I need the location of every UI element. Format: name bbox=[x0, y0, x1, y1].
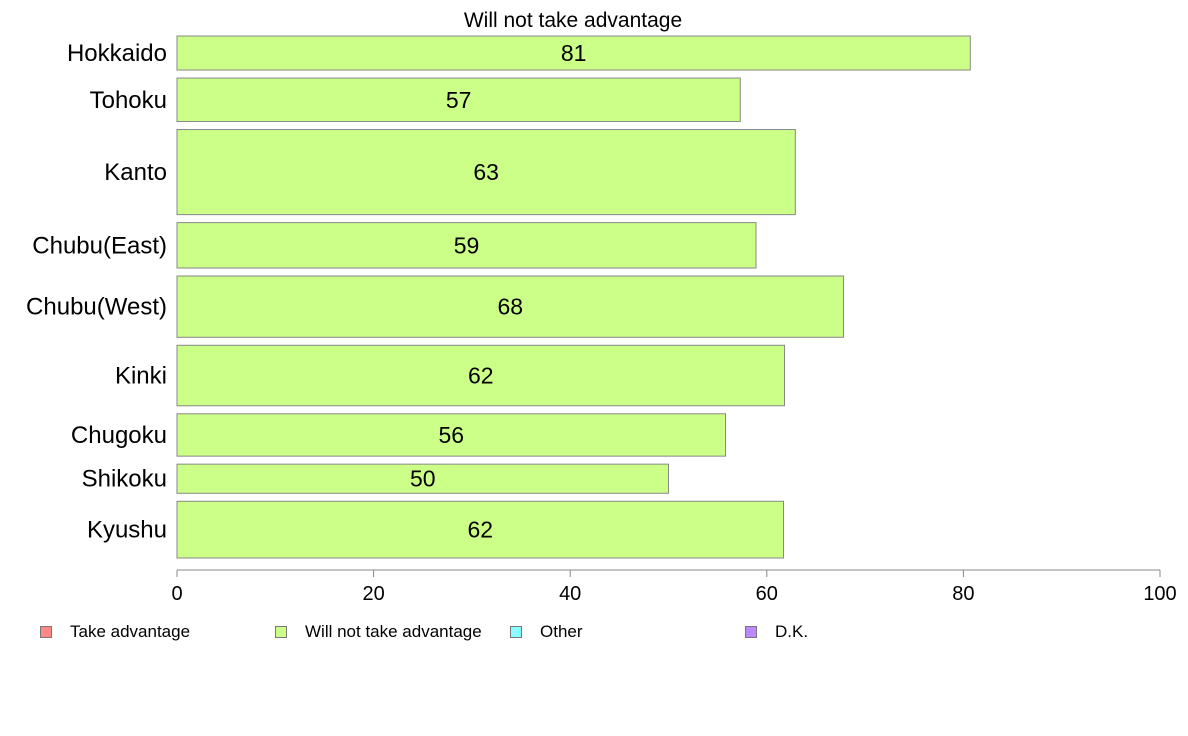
legend-swatch-take-advantage bbox=[40, 626, 52, 638]
category-label-kanto: Kanto bbox=[104, 159, 167, 186]
legend-item-other: Other bbox=[510, 622, 583, 642]
category-label-shikoku: Shikoku bbox=[82, 466, 167, 493]
data-label-hokkaido: 81 bbox=[561, 40, 587, 66]
x-tick-label-80: 80 bbox=[952, 583, 974, 605]
category-label-tohoku: Tohoku bbox=[90, 87, 167, 114]
data-label-kanto: 63 bbox=[473, 159, 499, 185]
data-label-kinki: 62 bbox=[468, 363, 494, 389]
category-label-chugoku: Chugoku bbox=[71, 422, 167, 449]
bar-chubu-west bbox=[176, 275, 844, 338]
category-label-chubu-east: Chubu(East) bbox=[32, 232, 167, 259]
legend-swatch-dk bbox=[745, 626, 757, 638]
data-label-chubu-west: 68 bbox=[497, 294, 523, 320]
bar-chubu-east bbox=[176, 222, 757, 269]
data-label-chugoku: 56 bbox=[438, 422, 464, 448]
x-tick-label-20: 20 bbox=[362, 583, 384, 605]
category-label-chubu-west: Chubu(West) bbox=[26, 294, 167, 321]
bar-hokkaido bbox=[176, 35, 971, 71]
data-label-tohoku: 57 bbox=[446, 87, 472, 113]
legend-item-dk: D.K. bbox=[745, 622, 808, 642]
bar-chugoku bbox=[176, 413, 727, 457]
data-label-shikoku: 50 bbox=[410, 466, 436, 492]
data-label-kyushu: 62 bbox=[467, 517, 493, 543]
legend-swatch-other bbox=[510, 626, 522, 638]
x-axis: 0 20 40 60 80 100 bbox=[171, 569, 1177, 605]
data-label-chubu-east: 59 bbox=[454, 232, 480, 258]
category-label-kyushu: Kyushu bbox=[87, 517, 167, 544]
y-axis: Hokkaido Tohoku Kanto Chubu(East) Chubu(West… bbox=[26, 40, 167, 544]
legend-item-will-not-take-advantage: Will not take advantage bbox=[275, 622, 482, 642]
x-tick-label-100: 100 bbox=[1143, 583, 1176, 605]
legend-label-will-not-take-advantage: Will not take advantage bbox=[305, 622, 482, 641]
legend-label-other: Other bbox=[540, 622, 583, 641]
bar-kyushu bbox=[176, 500, 785, 559]
chart-title: Will not take advantage bbox=[464, 9, 682, 32]
bar-tohoku bbox=[176, 77, 741, 123]
legend-swatch-will-not-take-advantage bbox=[275, 626, 287, 638]
bar-chart: Will not take advantage 81 57 63 59 68 62 5650… bbox=[26, 9, 1177, 605]
legend-label-take-advantage: Take advantage bbox=[70, 622, 191, 641]
legend-label-dk: D.K. bbox=[775, 622, 809, 641]
legend: Take advantage Will not take advantage O… bbox=[0, 622, 1188, 646]
bar-kinki bbox=[176, 344, 785, 407]
legend-item-take-advantage: Take advantage bbox=[40, 622, 190, 642]
x-tick-label-40: 40 bbox=[559, 583, 581, 605]
x-tick-label-60: 60 bbox=[756, 583, 778, 605]
category-label-hokkaido: Hokkaido bbox=[67, 40, 167, 67]
category-label-kinki: Kinki bbox=[115, 363, 167, 390]
x-tick-label-0: 0 bbox=[171, 583, 182, 605]
bar-kanto bbox=[176, 129, 796, 216]
bar-shikoku bbox=[176, 463, 669, 494]
